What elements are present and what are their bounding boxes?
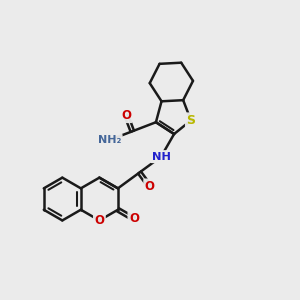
- Text: NH₂: NH₂: [98, 135, 121, 145]
- Text: S: S: [186, 114, 195, 127]
- Text: NH: NH: [152, 152, 170, 162]
- Text: O: O: [94, 214, 104, 227]
- Text: NH: NH: [152, 152, 170, 162]
- Text: O: O: [121, 109, 131, 122]
- Text: O: O: [129, 212, 139, 226]
- Text: O: O: [145, 180, 155, 193]
